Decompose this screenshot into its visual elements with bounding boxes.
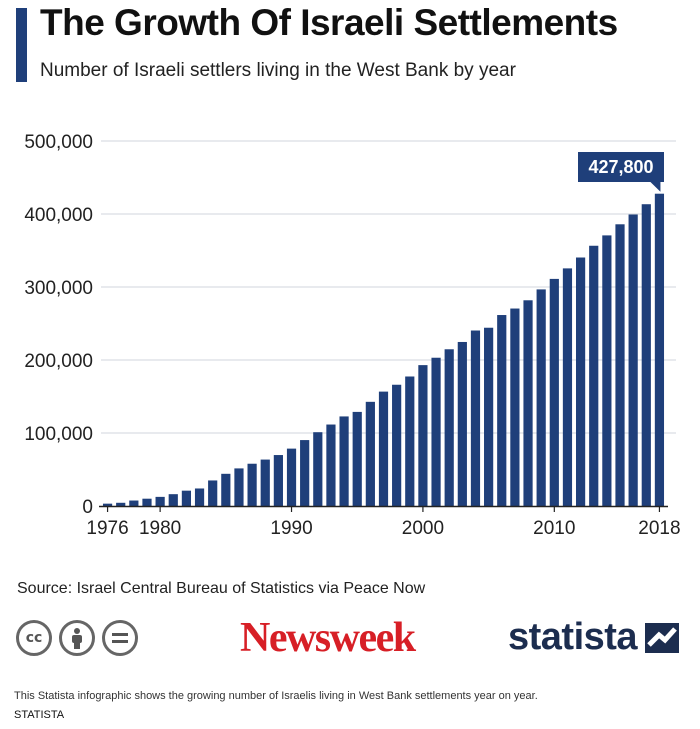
annotation-pointer [650, 182, 661, 192]
bar [378, 391, 389, 506]
bar [313, 432, 323, 506]
y-tick-label: 400,000 [24, 205, 93, 226]
bar [168, 494, 178, 506]
bar [365, 401, 375, 506]
bar [102, 503, 113, 506]
bar [142, 498, 152, 506]
x-tick-label: 1990 [270, 518, 312, 539]
bar [300, 440, 310, 506]
bar [510, 308, 520, 506]
bar-chart: 0 100,000 200,000 300,000 400,000 500,000 1976… [24, 132, 680, 539]
bar [654, 193, 665, 506]
bar [326, 424, 336, 506]
source-note: Source: Israel Central Bureau of Statist… [17, 580, 426, 597]
bar [641, 204, 651, 506]
cc-icon: cc [16, 620, 52, 656]
bar [221, 473, 231, 506]
bar [181, 490, 192, 506]
chart-title: The Growth Of Israeli Settlements [40, 2, 618, 43]
annotation-box [578, 152, 664, 182]
bar [116, 502, 126, 506]
x-tick-label: 1976 [86, 518, 128, 539]
x-tick-label: 2000 [402, 518, 444, 539]
bar [615, 224, 625, 506]
bar [273, 455, 283, 506]
bar [208, 480, 218, 506]
statista-mark-icon [645, 622, 680, 653]
attribution-icon [59, 620, 95, 656]
y-tick-label: 500,000 [24, 132, 93, 153]
bar [194, 488, 205, 506]
bar [562, 268, 573, 506]
no-derivatives-icon [102, 620, 138, 656]
bar [536, 289, 546, 506]
bar [602, 235, 612, 506]
newsweek-logo: Newsweek [240, 615, 416, 661]
annotation-label: 427,800 [588, 157, 653, 177]
bar [470, 330, 481, 506]
bar [444, 349, 454, 506]
bar [286, 448, 297, 506]
bar [431, 357, 441, 506]
y-tick-label: 0 [82, 497, 93, 518]
bar [260, 459, 270, 506]
y-tick-label: 100,000 [24, 424, 93, 445]
statista-wordmark: statista [508, 616, 638, 658]
chart-subtitle: Number of Israeli settlers living in the… [40, 60, 516, 81]
title-accent-bar [16, 8, 27, 82]
bar [129, 500, 139, 506]
x-tick-label: 2010 [533, 518, 575, 539]
bar [339, 416, 349, 506]
bar [392, 384, 402, 506]
bar [523, 300, 533, 506]
footer-brand: STATISTA [14, 709, 65, 721]
bar [247, 463, 257, 506]
y-tick-label: 300,000 [24, 278, 93, 299]
x-tick-label: 1980 [139, 518, 181, 539]
bar [497, 315, 507, 506]
bar [575, 257, 586, 506]
license-icons: cc [16, 620, 138, 656]
bar [352, 411, 362, 506]
statista-logo: statista [508, 616, 680, 659]
bar [405, 376, 415, 506]
bar [628, 214, 638, 507]
y-tick-label: 200,000 [24, 351, 93, 372]
bar [418, 365, 428, 506]
footer-description: This Statista infographic shows the grow… [14, 690, 538, 702]
bar [484, 327, 494, 506]
x-tick-label: 2018 [638, 518, 680, 539]
bar [155, 496, 165, 506]
bar [457, 341, 467, 506]
bar [234, 468, 244, 506]
bar [589, 245, 599, 506]
bar [549, 278, 559, 506]
